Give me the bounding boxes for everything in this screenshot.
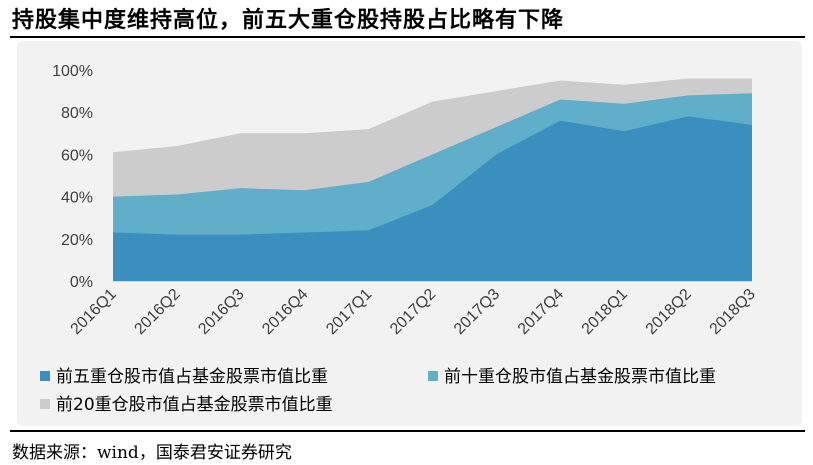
x-tick-label: 2016Q3 <box>195 286 247 338</box>
x-tick-label: 2017Q4 <box>515 286 567 338</box>
y-tick-label: 40% <box>61 190 93 207</box>
legend-swatch-top20 <box>40 399 50 409</box>
area-top5 <box>113 116 752 281</box>
y-tick-label: 80% <box>61 105 93 122</box>
y-tick-labels: 0% 20% 40% 60% 80% 100% <box>52 63 93 291</box>
x-tick-label: 2017Q2 <box>387 286 439 338</box>
x-tick-label: 2016Q1 <box>68 286 120 338</box>
legend-item-top5: 前五重仓股市值占基金股票市值比重 <box>40 362 328 387</box>
chart-title: 持股集中度维持高位，前五大重仓股持股占比略有下降 <box>12 8 565 33</box>
legend-item-top20: 前20重仓股市值占基金股票市值比重 <box>40 390 333 415</box>
x-tick-label: 2016Q2 <box>131 286 183 338</box>
x-tick-label: 2018Q3 <box>707 286 759 338</box>
x-tick-label: 2018Q2 <box>643 286 695 338</box>
bottom-rule <box>10 430 805 432</box>
x-tick-label: 2017Q3 <box>451 286 503 338</box>
legend-label-top5: 前五重仓股市值占基金股票市值比重 <box>56 367 328 387</box>
series-areas <box>113 78 752 282</box>
y-tick-label: 20% <box>61 232 93 249</box>
y-tick-label: 0% <box>70 274 93 291</box>
x-tick-label: 2018Q1 <box>579 286 631 338</box>
x-tick-labels: 2016Q1 2016Q2 2016Q3 2016Q4 2017Q1 2017Q2 2017… <box>68 286 759 338</box>
y-tick-label: 60% <box>61 147 93 164</box>
y-tick-label: 100% <box>52 63 93 80</box>
legend-label-top10: 前十重仓股市值占基金股票市值比重 <box>444 367 716 387</box>
legend-swatch-top5 <box>40 371 50 381</box>
x-tick-label: 2016Q4 <box>259 286 311 338</box>
x-tick-label: 2017Q1 <box>323 286 375 338</box>
legend-item-top10: 前十重仓股市值占基金股票市值比重 <box>428 362 716 387</box>
source-note: 数据来源：wind，国泰君安证券研究 <box>12 443 292 463</box>
legend-label-top20: 前20重仓股市值占基金股票市值比重 <box>56 395 333 415</box>
legend-swatch-top10 <box>428 371 438 381</box>
top-rule <box>10 36 805 38</box>
